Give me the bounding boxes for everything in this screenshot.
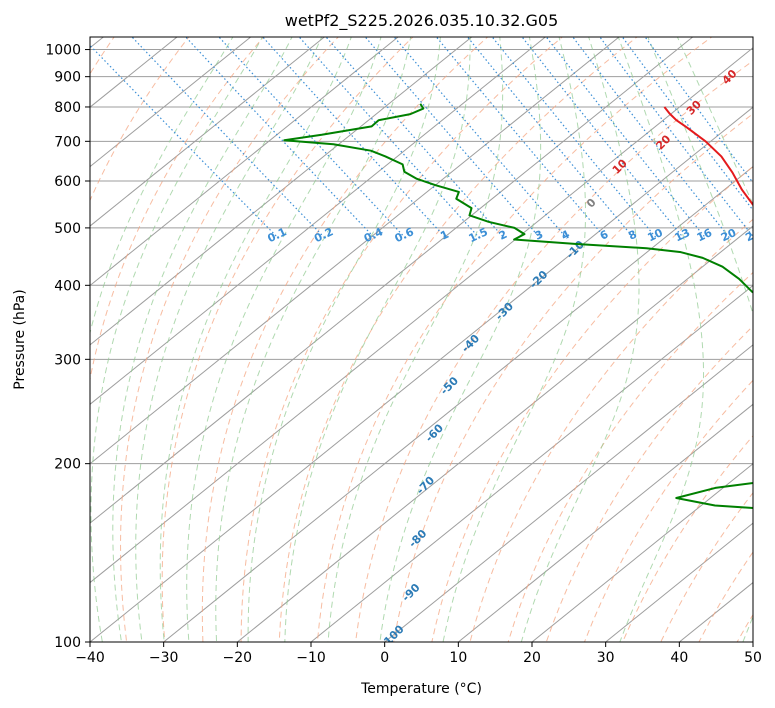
y-axis-label: Pressure (hPa): [12, 289, 28, 389]
dry-adiabat-line: [240, 37, 564, 642]
x-tick-label: 20: [523, 650, 541, 666]
isotherm-line: [384, 344, 753, 642]
temperature-profile-line: [663, 106, 753, 207]
isotherm-line: [90, 47, 753, 584]
dry-adiabat-line: [584, 379, 753, 642]
mixing-ratio-line: [184, 37, 376, 239]
y-tick-label: 700: [54, 134, 81, 150]
isotherm-line: [90, 37, 620, 465]
x-tick-label: −30: [149, 650, 179, 666]
mixing-ratio-label: 16: [695, 226, 715, 244]
moist-adiabat-line: [112, 37, 293, 642]
moist-adiabat-line: [186, 37, 382, 642]
moist-adiabat-line: [135, 37, 323, 642]
dewpoint-profile-line: [283, 103, 753, 510]
moist-adiabat-line: [327, 37, 504, 642]
mixing-ratio-line: [621, 37, 753, 212]
moist-adiabat-line: [647, 37, 753, 642]
mixing-ratio-line: [435, 37, 607, 239]
x-tick-label: −20: [223, 650, 253, 666]
mixing-ratio-label: 10: [646, 226, 666, 244]
dry-adiabat-line: [161, 37, 414, 642]
isotherm-line: [90, 37, 399, 287]
dry-adiabat-line: [393, 113, 753, 642]
mixing-ratio-line: [218, 37, 407, 239]
isotherm-line: [605, 522, 753, 642]
dry-adiabat-line: [120, 37, 339, 642]
mixing-ratio-line: [364, 37, 541, 239]
dry-adiabat-line: [316, 37, 713, 642]
y-tick-label: 100: [54, 635, 81, 651]
mixing-ratio-line: [393, 37, 568, 239]
isotherm-line: [90, 37, 325, 227]
isotherm-line: [237, 225, 753, 642]
mixing-ratio-label: 20: [719, 226, 739, 244]
dry-adiabat-line: [355, 60, 753, 642]
isotherm-line: [458, 403, 753, 642]
isotherm-line: [310, 284, 753, 642]
isotherm-line: [531, 463, 753, 642]
y-tick-label: 600: [54, 174, 81, 190]
moist-adiabat-line: [442, 37, 587, 642]
mixing-ratio-label: 13: [673, 226, 692, 244]
y-tick-label: 300: [54, 352, 81, 368]
moist-adiabat-line: [215, 37, 412, 642]
moist-adiabat-line: [247, 37, 441, 642]
x-tick-label: −40: [75, 650, 105, 666]
x-tick-label: −10: [296, 650, 326, 666]
y-tick-label: 800: [54, 100, 81, 116]
x-axis-label: Temperature (°C): [360, 681, 482, 697]
moist-adiabat-line: [379, 37, 542, 642]
dry-adiabat-line: [90, 37, 190, 202]
isotherm-line: [90, 37, 546, 405]
isotherm-line: [163, 165, 753, 642]
moist-adiabat-line: [520, 37, 640, 642]
mixing-ratio-line: [521, 37, 685, 239]
isotherm-line: [90, 37, 694, 524]
dry-adiabat-line: [507, 271, 753, 642]
moist-adiabat-line: [617, 37, 705, 642]
moist-adiabat-line: [676, 37, 753, 206]
dry-adiabat-line: [90, 37, 265, 382]
y-tick-label: 200: [54, 457, 81, 473]
y-tick-label: 400: [54, 278, 81, 294]
isotherm-line: [90, 37, 252, 168]
x-axis: −40 −30 −20 −10 0 10 20 30 40 50: [75, 642, 762, 666]
mixing-ratio-line: [545, 37, 707, 239]
x-tick-label: 0: [380, 650, 389, 666]
isotherm-line: [90, 37, 473, 346]
x-tick-label: 40: [670, 650, 688, 666]
plot-frame: [89, 36, 754, 643]
dry-adiabat-line: [469, 218, 753, 642]
moist-adiabat-line: [284, 37, 471, 642]
mixing-ratio-line: [599, 37, 753, 238]
x-tick-label: 30: [597, 650, 615, 666]
y-tick-label: 900: [54, 70, 81, 86]
dry-adiabat-line: [201, 37, 489, 642]
mixing-ratio-line: [261, 37, 447, 239]
y-tick-label: 1000: [45, 43, 81, 59]
mixing-ratio-label: 25: [743, 226, 762, 244]
chart-title: wetPf2_S225.2026.035.10.32.G05: [285, 11, 559, 31]
dry-adiabat-line: [545, 325, 753, 642]
mixing-ratio-line: [298, 37, 481, 239]
y-tick-label: 500: [54, 221, 81, 237]
isotherm-line: [90, 106, 753, 642]
mixing-ratio-line: [131, 37, 326, 239]
y-axis: 100 200 300 400 500 600 700 800 900 1000: [45, 43, 90, 651]
x-tick-label: 10: [449, 650, 467, 666]
x-tick-label: 50: [744, 650, 762, 666]
